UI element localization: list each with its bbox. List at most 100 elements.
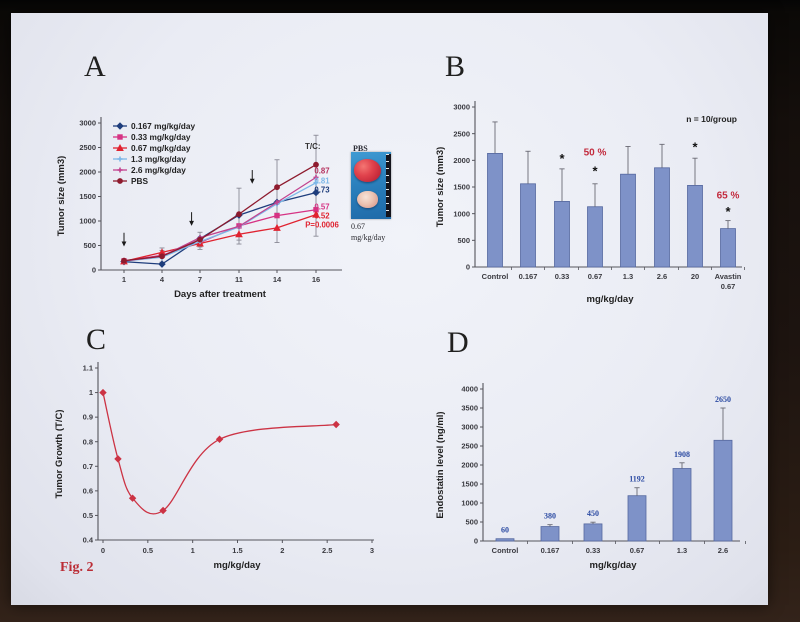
x-axis-title: mg/kg/day	[590, 560, 638, 571]
tc-value-label: 0.73	[314, 185, 330, 194]
x-tick-label: 3	[370, 546, 374, 555]
series-line	[123, 164, 317, 262]
y-tick-label: 0.5	[83, 511, 93, 520]
diamond-marker	[116, 122, 124, 130]
tc-value-label: 0.87	[314, 167, 329, 176]
bar	[487, 153, 503, 268]
x-tick-label: 7	[198, 275, 202, 284]
bar	[672, 468, 692, 542]
x-tick-label: Control	[482, 272, 509, 281]
legend-label: 2.6 mg/kg/day	[131, 165, 186, 175]
significance-asterisk: *	[592, 163, 598, 178]
bar	[554, 201, 570, 268]
bar-value-label: 1192	[629, 475, 645, 484]
bar	[520, 183, 536, 268]
x-tick-label: 0.67	[588, 272, 603, 281]
x-tick-label: 2.5	[322, 546, 332, 555]
y-tick-label: 2000	[79, 168, 96, 177]
x-tick-label: 4	[160, 275, 165, 284]
x-axis-title: mg/kg/day	[214, 560, 262, 571]
x-tick-label: 11	[235, 275, 243, 284]
x-tick-label: 1.3	[623, 272, 633, 281]
down-arrow-icon	[121, 241, 127, 247]
triangle-marker	[235, 230, 243, 238]
x-tick-label: 1	[122, 275, 126, 284]
circle-marker	[159, 253, 165, 260]
diamond-marker	[159, 506, 167, 515]
y-tick-label: 1500	[461, 480, 478, 489]
figure-number-label: Fig. 2	[60, 560, 94, 575]
y-tick-label: 2000	[461, 461, 478, 470]
panel-a-letter: A	[84, 50, 107, 83]
treated-tumor-image	[357, 191, 378, 208]
diamond-marker	[215, 435, 224, 443]
bar	[654, 167, 670, 268]
bar-value-label: 380	[544, 512, 556, 521]
y-tick-label: 1500	[453, 183, 470, 192]
y-axis-title: Tumor size (mm3)	[435, 147, 446, 228]
ruler-icon	[386, 154, 391, 217]
y-axis-title: Tumor Growth (T/C)	[54, 409, 65, 498]
x-tick-label: 1	[191, 546, 195, 555]
tc-header: T/C:	[305, 142, 321, 151]
bar	[713, 439, 733, 542]
diamond-marker	[128, 494, 137, 502]
x-tick-label: 0.67	[721, 282, 736, 291]
panel-d-letter: D	[447, 326, 470, 359]
x-tick-label: 20	[691, 272, 699, 281]
y-tick-label: 1000	[79, 217, 96, 226]
y-tick-label: 500	[83, 241, 96, 250]
tc-value-label: 0.81	[314, 177, 330, 186]
y-tick-label: 0.9	[83, 413, 93, 422]
x-tick-label: 1.5	[232, 546, 242, 555]
x-axis-title: Days after treatment	[174, 289, 267, 300]
significance-asterisk: *	[559, 151, 565, 166]
x-tick-label: 14	[273, 275, 282, 284]
circle-marker	[197, 236, 203, 243]
circle-marker	[121, 257, 127, 264]
significance-asterisk: *	[725, 204, 731, 219]
triangle-marker	[312, 210, 320, 218]
y-tick-label: 0	[474, 537, 478, 546]
triangle-marker	[116, 143, 124, 151]
triangle-marker	[273, 223, 281, 231]
inset-caption-dose: 0.67	[351, 222, 365, 231]
y-tick-label: 500	[457, 236, 470, 245]
y-tick-label: 0.4	[83, 536, 94, 545]
y-tick-label: 1.1	[83, 364, 93, 373]
circle-marker	[274, 184, 280, 191]
bar	[540, 526, 560, 542]
x-tick-label: 16	[312, 275, 320, 284]
x-tick-label: 0.67	[630, 546, 645, 555]
y-tick-label: 2000	[453, 156, 470, 165]
x-tick-label: 2	[280, 546, 284, 555]
square-marker	[274, 212, 280, 219]
y-tick-label: 0.7	[83, 462, 93, 471]
y-axis-title: Tumor size (mm3)	[56, 156, 67, 237]
y-tick-label: 0.6	[83, 486, 93, 495]
panel-b-bar-chart: 0 500 1000 1500 2000 2500 3000 Control 0.167 0.33…	[435, 101, 745, 305]
tc-value-label: P=0.0006	[305, 221, 339, 230]
bar	[627, 495, 647, 542]
y-tick-label: 2500	[79, 143, 96, 152]
y-tick-label: 3000	[461, 423, 478, 432]
square-marker	[117, 134, 123, 140]
series-line	[123, 191, 317, 265]
bar	[687, 185, 703, 268]
x-tick-label: Avastin	[715, 272, 742, 281]
y-tick-label: 2500	[453, 129, 470, 138]
x-tick-label: 0.5	[143, 546, 153, 555]
tc-value-label: 0.57	[314, 202, 329, 211]
y-tick-label: 1	[89, 388, 93, 397]
bar	[583, 523, 603, 542]
group-size-note: n = 10/group	[686, 114, 737, 124]
legend-label: 1.3 mg/kg/day	[131, 154, 186, 164]
x-tick-label: 0.167	[541, 546, 560, 555]
dose-response-curve	[102, 392, 337, 515]
legend-label: 0.67 mg/kg/day	[131, 143, 191, 153]
diamond-marker	[114, 455, 122, 463]
panel-c-letter: C	[86, 323, 108, 356]
panel-d-bar-chart: 0 500 1000 1500 2000 2500 3000 3500 4000 Control 0…	[435, 383, 746, 571]
